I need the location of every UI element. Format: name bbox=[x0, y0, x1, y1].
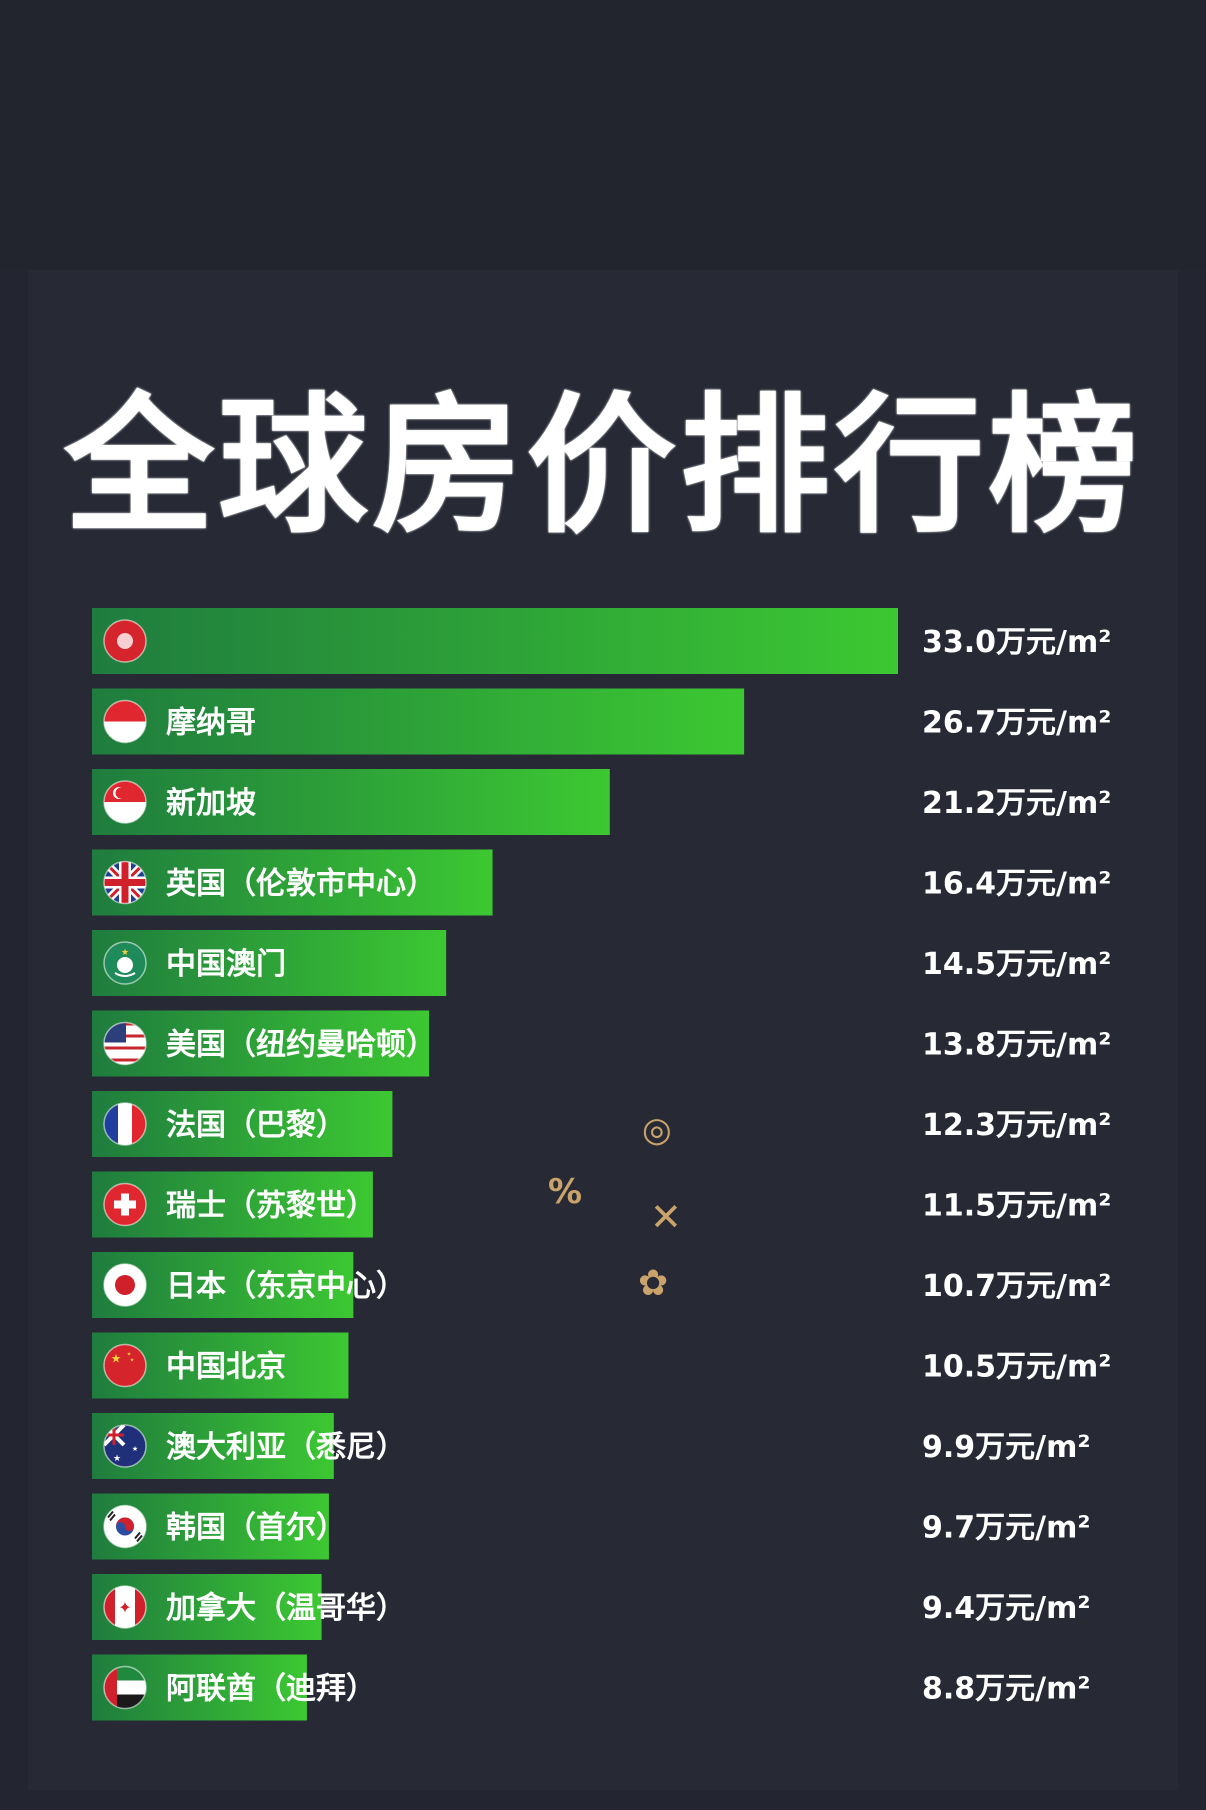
bar-row: 阿联酋（迪拜） 8.8万元/m² bbox=[92, 1654, 1091, 1721]
bar-category-label: 摩纳哥 bbox=[166, 706, 256, 741]
watermark-figure-icon: ✕ bbox=[650, 1195, 682, 1239]
bar-row: 摩纳哥 26.7万元/m² bbox=[92, 688, 1111, 755]
china-flag-icon: ★ ★★ bbox=[103, 1343, 147, 1388]
hongkong-flag-icon bbox=[103, 619, 147, 663]
australia-flag-icon: ★★ bbox=[103, 1424, 147, 1468]
watermark-percent-icon: % bbox=[548, 1172, 583, 1212]
bar-category-label: 英国（伦敦市中心） bbox=[166, 867, 436, 902]
bar-row: 瑞士（苏黎世） 11.5万元/m² bbox=[92, 1171, 1111, 1238]
macau-flag-icon: ★ bbox=[103, 941, 147, 985]
france-flag-icon bbox=[103, 1102, 147, 1146]
bar-row: 韩国（首尔） 9.7万元/m² bbox=[92, 1493, 1091, 1560]
bar-category-label: 瑞士（苏黎世） bbox=[166, 1189, 376, 1224]
bar-value-label: 16.4万元/m² bbox=[922, 867, 1111, 902]
bar-category-label: 中国澳门 bbox=[166, 947, 286, 982]
bar-row: 英国（伦敦市中心） 16.4万元/m² bbox=[92, 849, 1111, 916]
bar-row: ★ 中国澳门 14.5万元/m² bbox=[92, 930, 1111, 996]
bar bbox=[92, 688, 745, 755]
bar bbox=[92, 769, 610, 835]
bar-category-label: 阿联酋（迪拜） bbox=[166, 1672, 376, 1707]
bar-value-label: 10.7万元/m² bbox=[922, 1269, 1111, 1304]
bar-value-label: 13.8万元/m² bbox=[922, 1028, 1111, 1063]
bar-row: 法国（巴黎） 12.3万元/m² bbox=[92, 1091, 1111, 1157]
bar-category-label: 日本（东京中心） bbox=[166, 1269, 406, 1304]
svg-text:★: ★ bbox=[113, 1454, 121, 1464]
bar-row: 日本（东京中心） 10.7万元/m² bbox=[92, 1252, 1111, 1318]
bar-value-label: 8.8万元/m² bbox=[922, 1672, 1091, 1707]
watermark-circle-icon: ◎ bbox=[642, 1110, 672, 1150]
bar bbox=[92, 930, 447, 996]
bar-category-label: 韩国（首尔） bbox=[166, 1511, 346, 1546]
uk-flag-icon bbox=[103, 860, 147, 905]
svg-text:★: ★ bbox=[121, 948, 129, 958]
usa-flag-icon bbox=[103, 1021, 147, 1066]
canada-flag-icon: ✦ bbox=[103, 1585, 147, 1629]
bar bbox=[92, 608, 898, 674]
bar-category-label: 中国北京 bbox=[166, 1350, 286, 1385]
switzerland-flag-icon bbox=[103, 1182, 147, 1227]
bar bbox=[92, 1010, 430, 1077]
bar-row: 新加坡 21.2万元/m² bbox=[92, 769, 1111, 835]
japan-flag-icon bbox=[103, 1263, 147, 1307]
uae-flag-icon bbox=[103, 1665, 147, 1710]
bar-value-label: 9.4万元/m² bbox=[922, 1591, 1091, 1626]
bar-row: ★★ 澳大利亚（悉尼） 9.9万元/m² bbox=[92, 1413, 1091, 1479]
svg-text:★: ★ bbox=[127, 1352, 132, 1358]
singapore-flag-icon bbox=[103, 780, 147, 824]
bar-value-label: 10.5万元/m² bbox=[922, 1350, 1111, 1385]
bar-value-label: 33.0万元/m² bbox=[922, 625, 1111, 660]
svg-text:✦: ✦ bbox=[118, 1598, 131, 1617]
bars-group: 33.0万元/m² 摩纳哥 26.7万元/m² 新加坡 21.2万元/m² 英国（伦敦市中… bbox=[92, 608, 1111, 1721]
bar-value-label: 21.2万元/m² bbox=[922, 786, 1111, 821]
bar-row: 美国（纽约曼哈顿） 13.8万元/m² bbox=[92, 1010, 1111, 1077]
bar-category-label: 法国（巴黎） bbox=[166, 1108, 346, 1143]
top-band bbox=[0, 0, 1206, 270]
monaco-flag-icon bbox=[103, 699, 147, 744]
bar bbox=[92, 849, 493, 916]
watermark-flower-icon: ✿ bbox=[638, 1263, 669, 1304]
page-title: 全球房价排行榜 bbox=[63, 380, 1142, 554]
bar-category-label: 加拿大（温哥华） bbox=[166, 1591, 406, 1626]
bar-category-label: 美国（纽约曼哈顿） bbox=[166, 1028, 436, 1063]
bar-value-label: 26.7万元/m² bbox=[922, 706, 1111, 741]
svg-text:★: ★ bbox=[111, 1352, 122, 1366]
korea-flag-icon bbox=[103, 1504, 147, 1549]
bar-value-label: 11.5万元/m² bbox=[922, 1189, 1111, 1224]
bar-row: ✦ 加拿大（温哥华） 9.4万元/m² bbox=[92, 1574, 1091, 1640]
svg-text:★: ★ bbox=[132, 1445, 138, 1453]
bar-category-label: 新加坡 bbox=[166, 786, 256, 821]
bar-value-label: 9.9万元/m² bbox=[922, 1430, 1091, 1465]
bar-value-label: 14.5万元/m² bbox=[922, 947, 1111, 982]
bar-value-label: 9.7万元/m² bbox=[922, 1511, 1091, 1546]
bar-category-label: 澳大利亚（悉尼） bbox=[166, 1430, 406, 1465]
svg-text:★: ★ bbox=[130, 1358, 135, 1364]
bar-value-label: 12.3万元/m² bbox=[922, 1108, 1111, 1143]
bar-row: ★ ★★ 中国北京 10.5万元/m² bbox=[92, 1332, 1111, 1399]
bar-row: 33.0万元/m² bbox=[92, 608, 1111, 674]
